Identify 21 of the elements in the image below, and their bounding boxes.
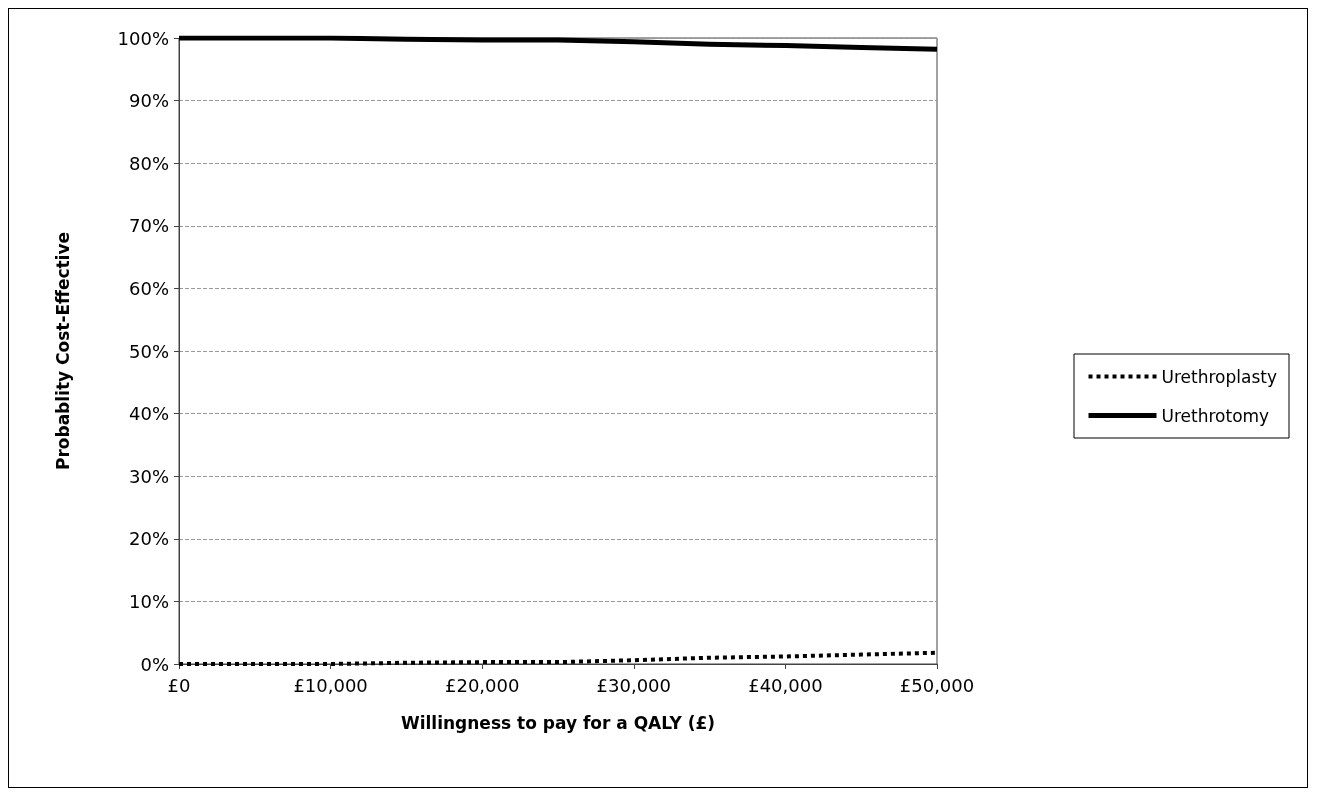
y-tick-label: 50%: [128, 340, 169, 362]
y-tick-label: 40%: [128, 403, 169, 425]
y-tick-label: 20%: [128, 528, 169, 550]
x-tick-label: £40,000: [748, 674, 823, 696]
legend-label: Urethroplasty: [1161, 366, 1278, 387]
y-tick-label: 30%: [128, 465, 169, 487]
y-tick-label: 100%: [117, 27, 169, 49]
x-tick-label: £0: [167, 674, 191, 696]
y-tick-label: 10%: [128, 590, 169, 612]
y-tick-label: 70%: [128, 215, 169, 237]
x-tick-label: £50,000: [899, 674, 975, 696]
x-tick-label: £20,000: [444, 674, 520, 696]
y-tick-label: 0%: [140, 653, 169, 675]
y-tick-label: 60%: [128, 277, 169, 299]
y-tick-label: 90%: [128, 90, 169, 112]
legend-label: Urethrotomy: [1161, 405, 1270, 426]
y-axis-title: Probablity Cost-Effective: [52, 231, 73, 471]
y-tick-label: 80%: [128, 152, 169, 174]
x-tick-label: £10,000: [293, 674, 368, 696]
x-tick-label: £30,000: [596, 674, 672, 696]
x-axis-title: Willingness to pay for a QALY (£): [400, 712, 716, 733]
